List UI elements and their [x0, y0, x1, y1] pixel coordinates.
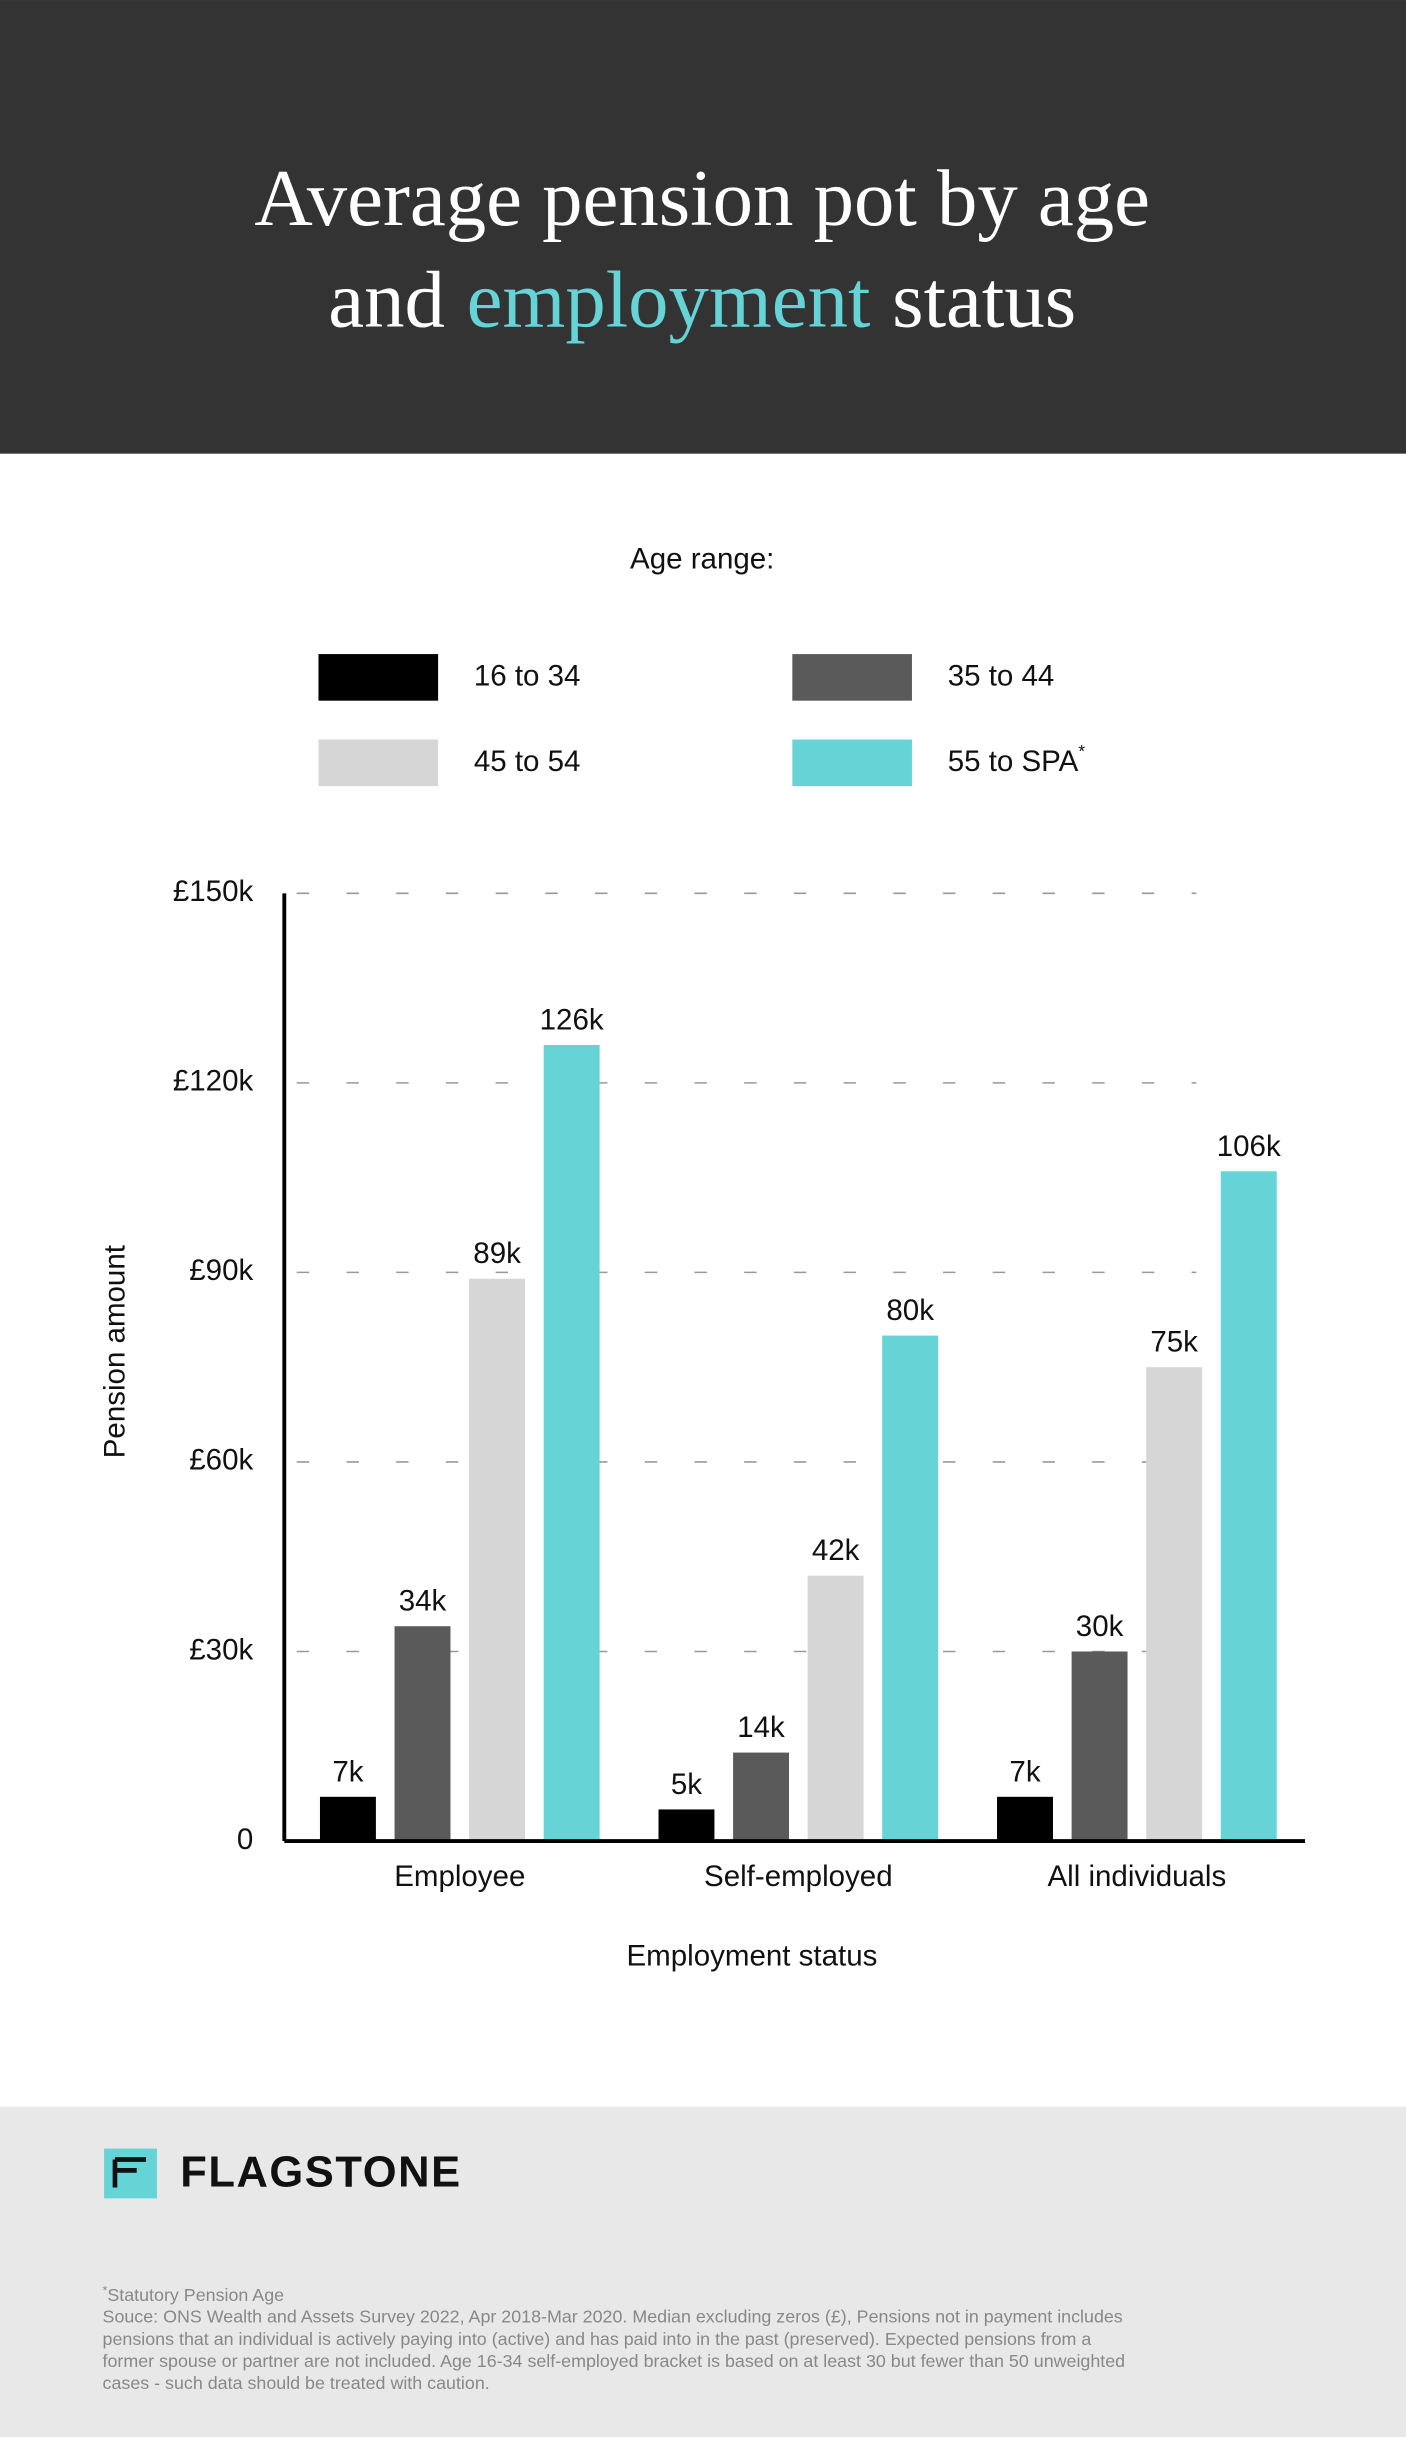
x-tick-label: All individuals: [1047, 1860, 1226, 1893]
source-line: cases - such data should be treated with…: [103, 2373, 490, 2393]
bar: [882, 1335, 939, 1842]
value-label: 89k: [473, 1237, 521, 1270]
logo-icon: [104, 2148, 157, 2199]
chart-title: and employment status: [328, 255, 1076, 344]
value-label: 42k: [812, 1534, 860, 1567]
title-part: and: [328, 255, 445, 344]
y-axis-label: Pension amount: [98, 1245, 131, 1458]
bar: [658, 1809, 715, 1842]
bar: [394, 1626, 451, 1842]
value-label: 106k: [1217, 1130, 1281, 1163]
x-axis-label: Employment status: [627, 1939, 878, 1972]
y-tick-label: £150k: [173, 875, 254, 908]
bar: [469, 1278, 526, 1842]
legend-text: 45 to 54: [474, 745, 581, 778]
bar: [319, 1796, 376, 1842]
source: Souce: ONS Wealth and Assets Survey 2022…: [103, 2307, 1126, 2393]
source-line: Souce: ONS Wealth and Assets Survey 2022…: [103, 2307, 1123, 2327]
y-tick-label: £30k: [189, 1633, 253, 1666]
y-tick-label: 0: [237, 1823, 253, 1856]
legend-title: Age range:: [630, 543, 774, 576]
value-label: 80k: [886, 1294, 934, 1327]
legend-label: 35 to 44: [948, 659, 1055, 692]
legend-label: 55 to SPA*: [948, 741, 1086, 777]
title-part: status: [892, 255, 1076, 344]
legend-swatch: [792, 654, 912, 701]
logo-glyph: [112, 2157, 147, 2188]
value-label: 14k: [737, 1711, 785, 1744]
x-tick-label: Employee: [394, 1860, 525, 1893]
y-tick-label: £120k: [173, 1065, 254, 1098]
brand: FLAGSTONE: [180, 2149, 461, 2197]
chart-title: Average pension pot by age: [254, 154, 1150, 243]
legend-text: 35 to 44: [948, 659, 1055, 692]
footer-bg: [0, 2106, 1406, 2437]
x-tick-label: Self-employed: [704, 1860, 893, 1893]
bar: [1071, 1651, 1128, 1842]
source-line: pensions that an individual is actively …: [103, 2329, 1092, 2349]
value-label: 34k: [399, 1585, 447, 1618]
bar: [997, 1796, 1053, 1842]
value-label: 5k: [671, 1768, 702, 1801]
header-bg: [0, 0, 1406, 454]
bar: [807, 1575, 864, 1842]
footnote: *Statutory Pension Age: [103, 2284, 285, 2305]
bar: [1220, 1171, 1277, 1842]
footnote-text: Statutory Pension Age: [107, 2285, 284, 2305]
bar: [733, 1752, 790, 1842]
value-label: 30k: [1076, 1610, 1124, 1643]
legend-swatch: [318, 654, 439, 701]
bar: [1146, 1367, 1203, 1842]
title-highlight: employment: [467, 255, 871, 344]
y-tick-label: £60k: [189, 1444, 253, 1477]
value-label: 7k: [1009, 1755, 1040, 1788]
legend-label: 45 to 54: [474, 745, 581, 778]
bar: [543, 1044, 600, 1842]
value-label: 126k: [540, 1003, 604, 1036]
legend-text: 16 to 34: [474, 659, 581, 692]
value-label: 75k: [1150, 1326, 1198, 1359]
legend-marker: *: [1078, 741, 1085, 760]
legend-swatch: [792, 739, 912, 787]
footnote-marker: *: [103, 2284, 108, 2298]
legend-text: 55 to SPA: [948, 745, 1079, 778]
legend-swatch: [318, 739, 439, 787]
value-label: 7k: [332, 1755, 363, 1788]
legend-label: 16 to 34: [474, 659, 581, 692]
y-tick-label: £90k: [189, 1254, 253, 1287]
source-line: former spouse or partner are not include…: [103, 2351, 1126, 2371]
